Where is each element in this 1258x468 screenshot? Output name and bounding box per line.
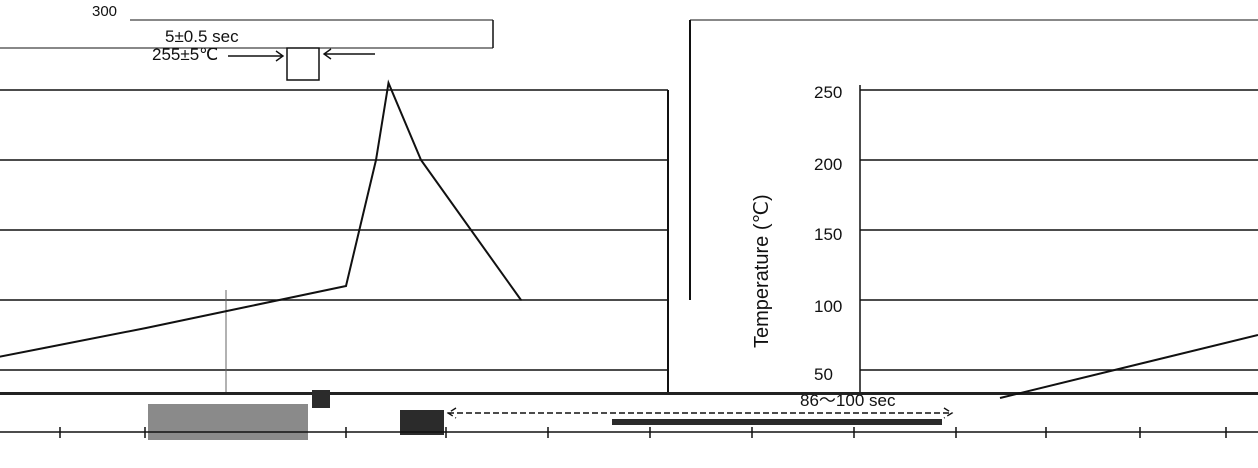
left-series-point-4 xyxy=(145,327,147,329)
right-profile-series xyxy=(999,334,1258,399)
x-axis-ticks xyxy=(59,427,1227,438)
peak-window-box xyxy=(286,47,320,81)
right-y-tick-100: 100 xyxy=(814,297,842,316)
right-y-tick-200: 200 xyxy=(814,155,842,174)
peak-right-arrow xyxy=(322,48,375,60)
left-y-tick-300: 300 xyxy=(92,3,117,20)
right-y-tick-250: 250 xyxy=(814,83,842,102)
left-series-point-10 xyxy=(520,299,522,301)
right-y-tick-50: 50 xyxy=(814,365,833,384)
left-series-point-5 xyxy=(245,306,247,308)
bottom-band-block-2 xyxy=(312,390,330,408)
left-series-line-0 xyxy=(0,79,522,358)
peak-temp-annotation: 255±5℃ xyxy=(152,45,218,64)
y-axis-title: Temperature (℃) xyxy=(751,194,773,348)
bottom-band-block-1 xyxy=(148,404,308,440)
left-series-point-7 xyxy=(375,159,377,161)
right-y-tick-150: 150 xyxy=(814,225,842,244)
soak-time-annotation: 86～100 sec xyxy=(800,391,896,410)
bottom-band-top xyxy=(0,392,1258,395)
left-series-point-9 xyxy=(420,159,422,161)
left-series-point-6 xyxy=(345,285,347,287)
bottom-band-block-3 xyxy=(400,410,444,435)
right-gridlines xyxy=(860,89,1258,371)
bottom-band-block-4 xyxy=(612,419,942,425)
left-profile-series xyxy=(0,79,522,358)
soak-duration-arrow xyxy=(446,407,954,419)
peak-time-annotation: 5±0.5 sec xyxy=(165,27,239,46)
peak-left-arrow xyxy=(228,50,285,62)
left-series-point-8 xyxy=(387,82,390,84)
left-series-point-3 xyxy=(45,346,47,349)
right-series-line-0 xyxy=(999,334,1258,399)
left-gridlines xyxy=(0,19,669,395)
